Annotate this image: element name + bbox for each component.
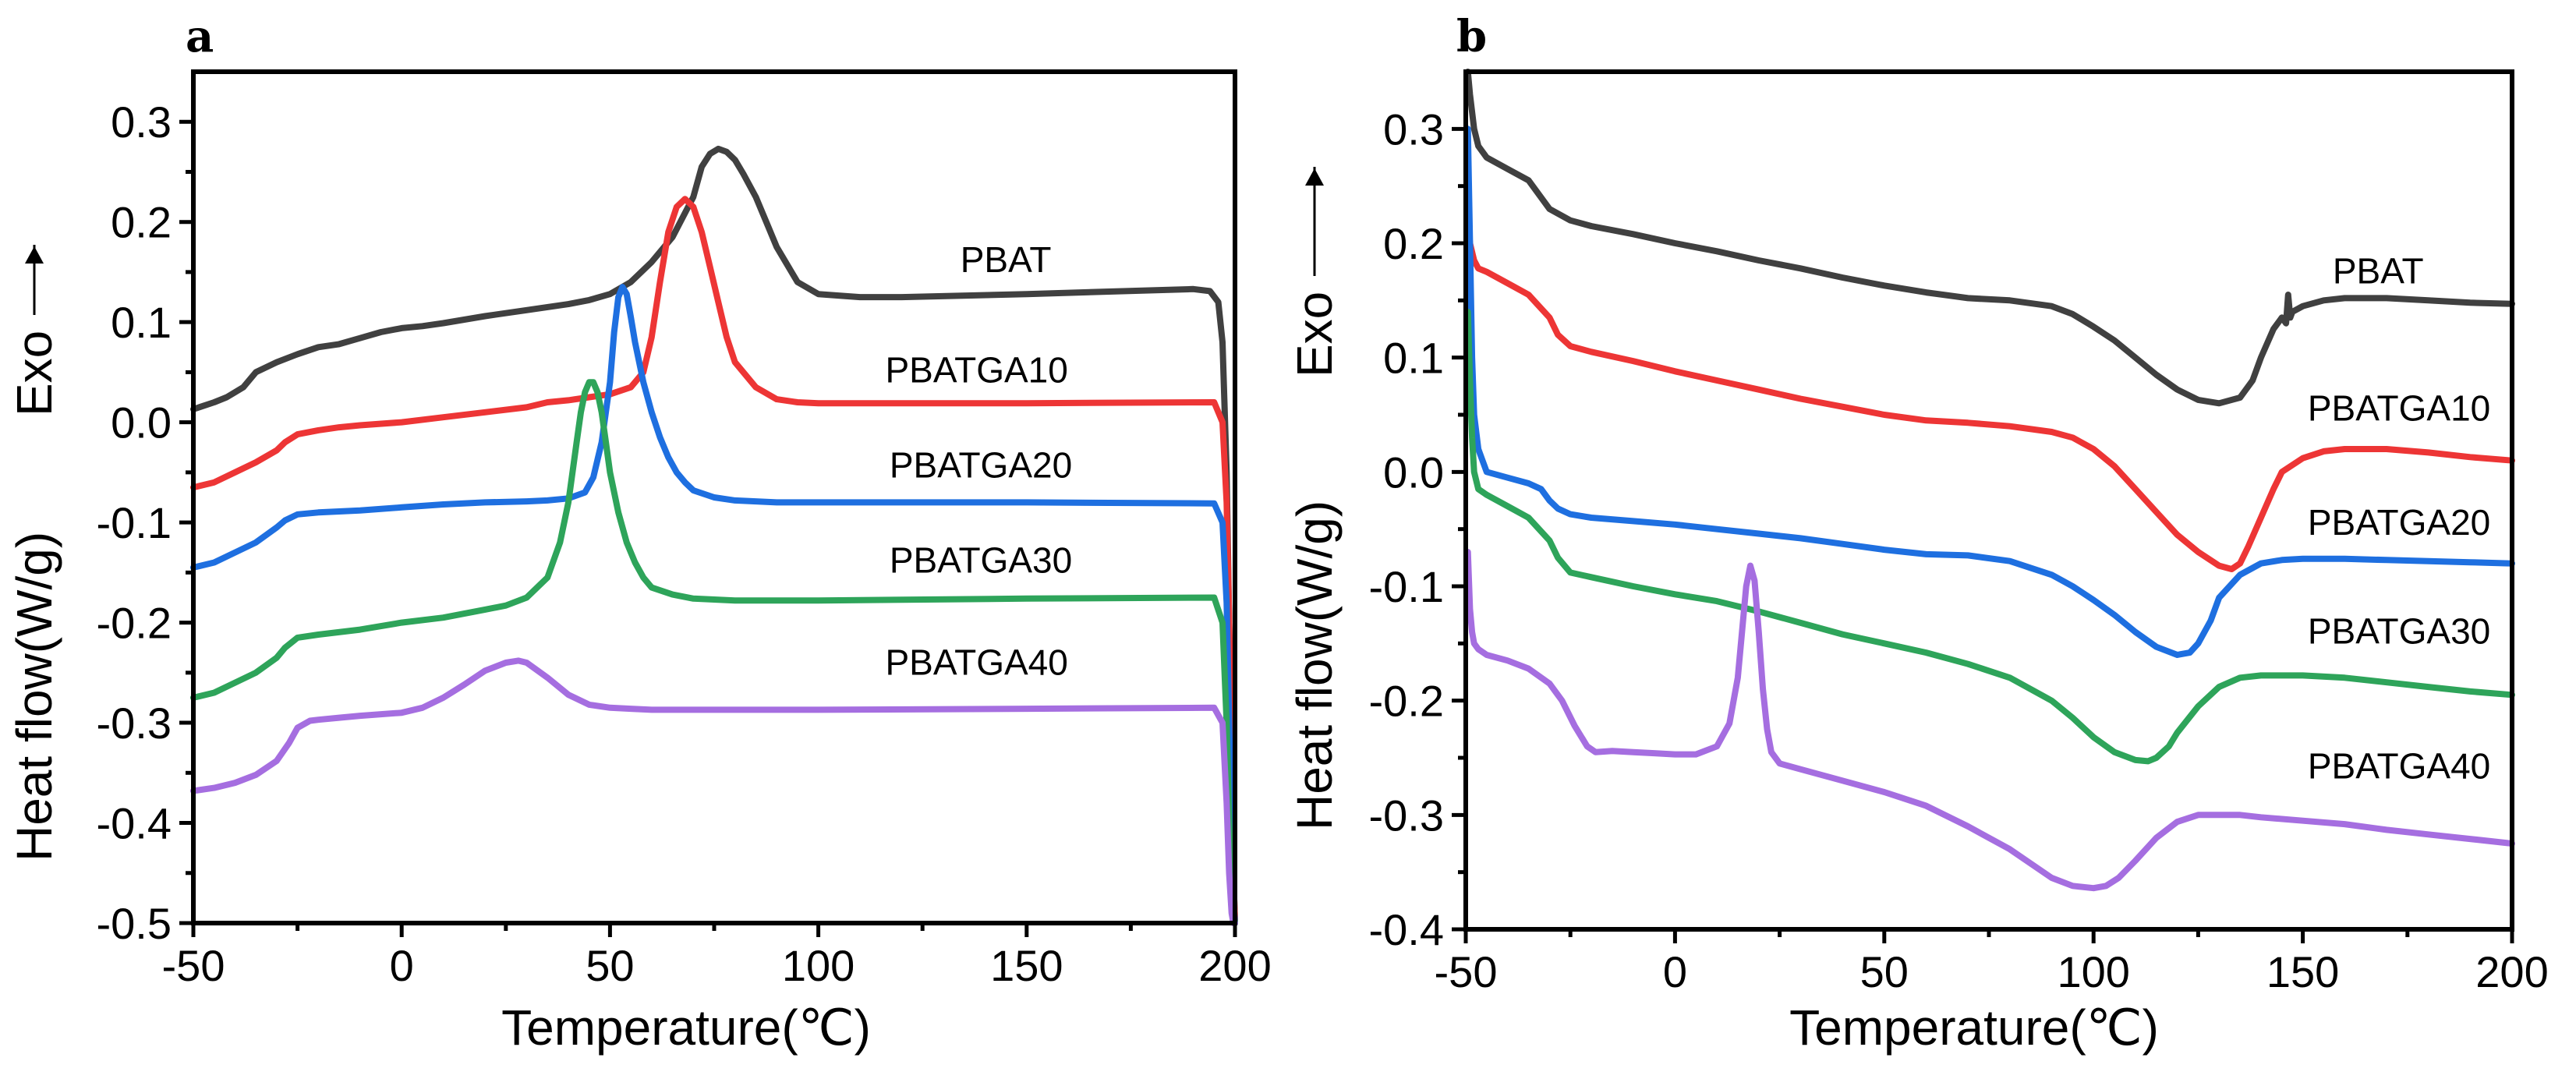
panel-a-xtick-label: 200 bbox=[1198, 941, 1271, 990]
panel-a-ytick-label: -0.2 bbox=[97, 599, 172, 648]
panel-b-label-pbat: PBAT bbox=[2333, 250, 2424, 291]
panel-a-letter: a bbox=[186, 11, 214, 62]
panel-b-ytick-label: -0.3 bbox=[1369, 791, 1445, 840]
panel-a: a Exo ↑ Heat flow(W/g) Temperature(℃) -5… bbox=[6, 11, 1272, 1056]
panel-b-ytick-label: -0.2 bbox=[1369, 677, 1445, 726]
panel-b-ytick-label: -0.1 bbox=[1369, 562, 1445, 611]
panel-a-ytick-label: 0.0 bbox=[111, 398, 172, 448]
panel-a-label-pbatga30: PBATGA30 bbox=[890, 540, 1072, 580]
panel-a-ytick-label: 0.1 bbox=[111, 298, 172, 347]
panel-b-xtick-label: -50 bbox=[1435, 947, 1498, 996]
panel-a-xtick-label: 0 bbox=[390, 941, 414, 990]
panel-a-series-pbatga20 bbox=[190, 284, 1238, 926]
panel-a-exo-indicator: Exo ↑ bbox=[6, 245, 62, 416]
panel-a-series-pbatga30 bbox=[190, 379, 1238, 926]
panel-b-label-pbatga10: PBATGA10 bbox=[2308, 387, 2490, 428]
panel-a-series-pbatga10 bbox=[190, 196, 1238, 926]
panel-b-ytick-label: 0.3 bbox=[1383, 104, 1444, 154]
panel-b-letter: b bbox=[1456, 11, 1487, 62]
panel-a-series-pbatga40 bbox=[190, 657, 1238, 926]
panel-b-ytick-label: -0.4 bbox=[1369, 905, 1445, 954]
panel-a-series-pbat bbox=[190, 145, 1238, 926]
panel-b-series-pbatga30 bbox=[1464, 309, 2515, 765]
panel-b-exo-indicator: Exo bbox=[1286, 167, 1343, 377]
panel-a-label-pbatga20: PBATGA20 bbox=[890, 444, 1072, 485]
panel-b-xtick-label: 200 bbox=[2475, 947, 2548, 996]
panel-b-arrowhead-icon bbox=[1305, 168, 1324, 186]
panel-a-label-pbat: PBAT bbox=[961, 239, 1052, 280]
panel-a-ytick-label: 0.2 bbox=[111, 198, 172, 247]
panel-a-label-pbatga10: PBATGA10 bbox=[885, 349, 1067, 390]
panel-a-ytick-label: -0.4 bbox=[97, 799, 172, 848]
panel-b-label-pbatga40: PBATGA40 bbox=[2308, 745, 2490, 786]
panel-b-xtick-label: 0 bbox=[1663, 947, 1687, 996]
panel-b-label-pbatga20: PBATGA20 bbox=[2308, 502, 2490, 543]
panel-a-xtick-label: 150 bbox=[990, 941, 1063, 990]
panel-a-ytick-label: 0.3 bbox=[111, 97, 172, 147]
panel-a-xlabel: Temperature(℃) bbox=[501, 999, 871, 1056]
panel-b-series-pbatga10 bbox=[1464, 217, 2515, 572]
panel-b-label-pbatga30: PBATGA30 bbox=[2308, 610, 2490, 651]
panel-b-ytick-label: 0.1 bbox=[1383, 334, 1444, 383]
panel-b-xtick-label: 50 bbox=[1860, 947, 1909, 996]
panel-a-ytick-label: -0.5 bbox=[97, 899, 172, 948]
panel-a-ylabel: Heat flow(W/g) bbox=[6, 532, 62, 861]
panel-a-xtick-label: 100 bbox=[782, 941, 855, 990]
panel-b-xlabel: Temperature(℃) bbox=[1789, 999, 2159, 1056]
panel-a-arrowhead-icon bbox=[25, 246, 44, 264]
panel-b-xtick-label: 100 bbox=[2057, 947, 2129, 996]
panel-b-ylabel: Heat flow(W/g) bbox=[1286, 501, 1343, 830]
panel-a-exo-label: Exo bbox=[6, 331, 62, 416]
panel-a-label-pbatga40: PBATGA40 bbox=[885, 642, 1067, 682]
panel-b-ytick-label: 0.2 bbox=[1383, 219, 1444, 268]
panel-b-ytick-label: 0.0 bbox=[1383, 448, 1444, 497]
panel-b-exo-label: Exo bbox=[1286, 292, 1343, 377]
panel-a-ytick-label: -0.3 bbox=[97, 699, 172, 748]
panel-b-xtick-label: 150 bbox=[2266, 947, 2339, 996]
panel-b-series-pbatga20 bbox=[1464, 126, 2515, 658]
panel-a-xtick-label: 50 bbox=[586, 941, 634, 990]
panel-b-series-pbatga40 bbox=[1464, 549, 2515, 892]
panel-b: b Exo Heat flow(W/g) Temperature(℃) -50 0… bbox=[1286, 11, 2549, 1056]
panel-a-xtick-label: -50 bbox=[162, 941, 225, 990]
panel-a-ytick-label: -0.1 bbox=[97, 498, 172, 547]
panel-b-plot-frame bbox=[1463, 69, 2514, 932]
panel-b-series-pbat bbox=[1464, 69, 2515, 407]
